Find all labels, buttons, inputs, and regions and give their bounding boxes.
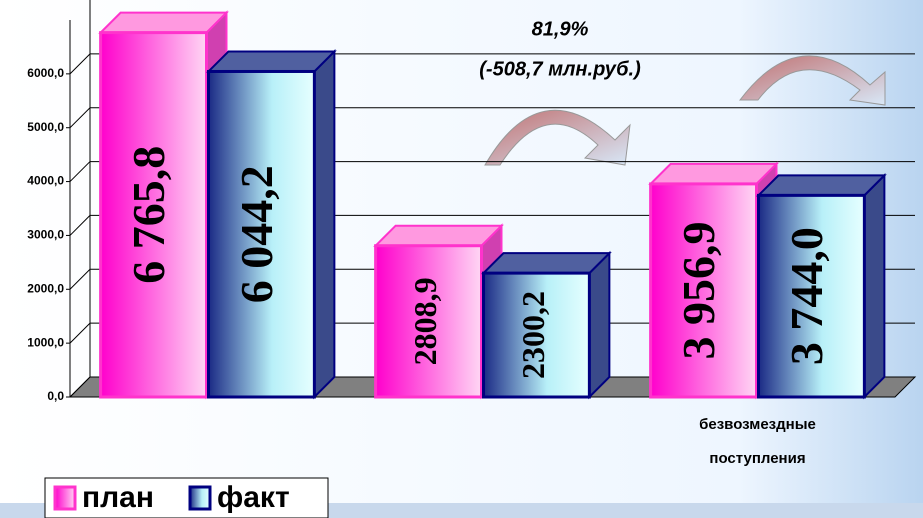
bar-front: [757, 193, 866, 399]
value-label: 6 765,8: [123, 146, 174, 284]
arrow: [738, 55, 886, 106]
y-tick-label: 4000,0: [27, 174, 64, 188]
legend-label: факт: [217, 481, 290, 514]
bar-side: [863, 172, 886, 400]
value-label: 2808,9: [407, 277, 443, 365]
y-tick-label: 3000,0: [27, 228, 64, 242]
value-label: 6 044,2: [231, 165, 282, 303]
value-label: 3 744,0: [781, 227, 832, 365]
bar-top: [98, 11, 229, 34]
bar-front: [207, 69, 316, 399]
grid-line: [69, 214, 915, 236]
bar-side: [588, 250, 611, 400]
bar-top: [756, 174, 887, 197]
grid-line: [69, 322, 915, 344]
y-tick-label: 0,0: [47, 389, 64, 403]
value-label: 2300,2: [515, 291, 551, 379]
bar: [756, 172, 887, 400]
bar-top: [481, 252, 612, 275]
bar: [206, 49, 337, 400]
bar-side: [313, 49, 336, 400]
bar-front: [374, 244, 483, 399]
bar-front: [99, 31, 208, 399]
bar-top: [206, 50, 337, 73]
grid-line: [69, 376, 915, 398]
grid-line: [69, 53, 915, 75]
legend-swatch: [53, 485, 77, 511]
annotation: 81,9%: [532, 18, 589, 40]
grid-line: [69, 268, 915, 290]
bar-top: [373, 224, 504, 247]
grid-line: [69, 161, 915, 182]
bar: [481, 250, 612, 400]
annotation: (-508,7 млн.руб.): [479, 58, 641, 80]
legend-label: план: [82, 481, 154, 514]
grid-line: [69, 107, 915, 129]
bar-front: [649, 182, 758, 399]
legend: [44, 477, 329, 518]
value-label: 3 956,9: [673, 221, 724, 359]
x-tick-label: безвозмездные поступления: [699, 416, 816, 467]
bar-top: [648, 162, 779, 185]
legend-swatch: [188, 485, 212, 511]
y-tick-label: 2000,0: [27, 281, 64, 295]
y-tick-label: 1000,0: [27, 335, 64, 349]
arrow: [484, 109, 631, 166]
y-tick-label: 5000,0: [27, 120, 64, 134]
bar-front: [482, 271, 591, 399]
y-tick-label: 6000,0: [27, 66, 64, 80]
